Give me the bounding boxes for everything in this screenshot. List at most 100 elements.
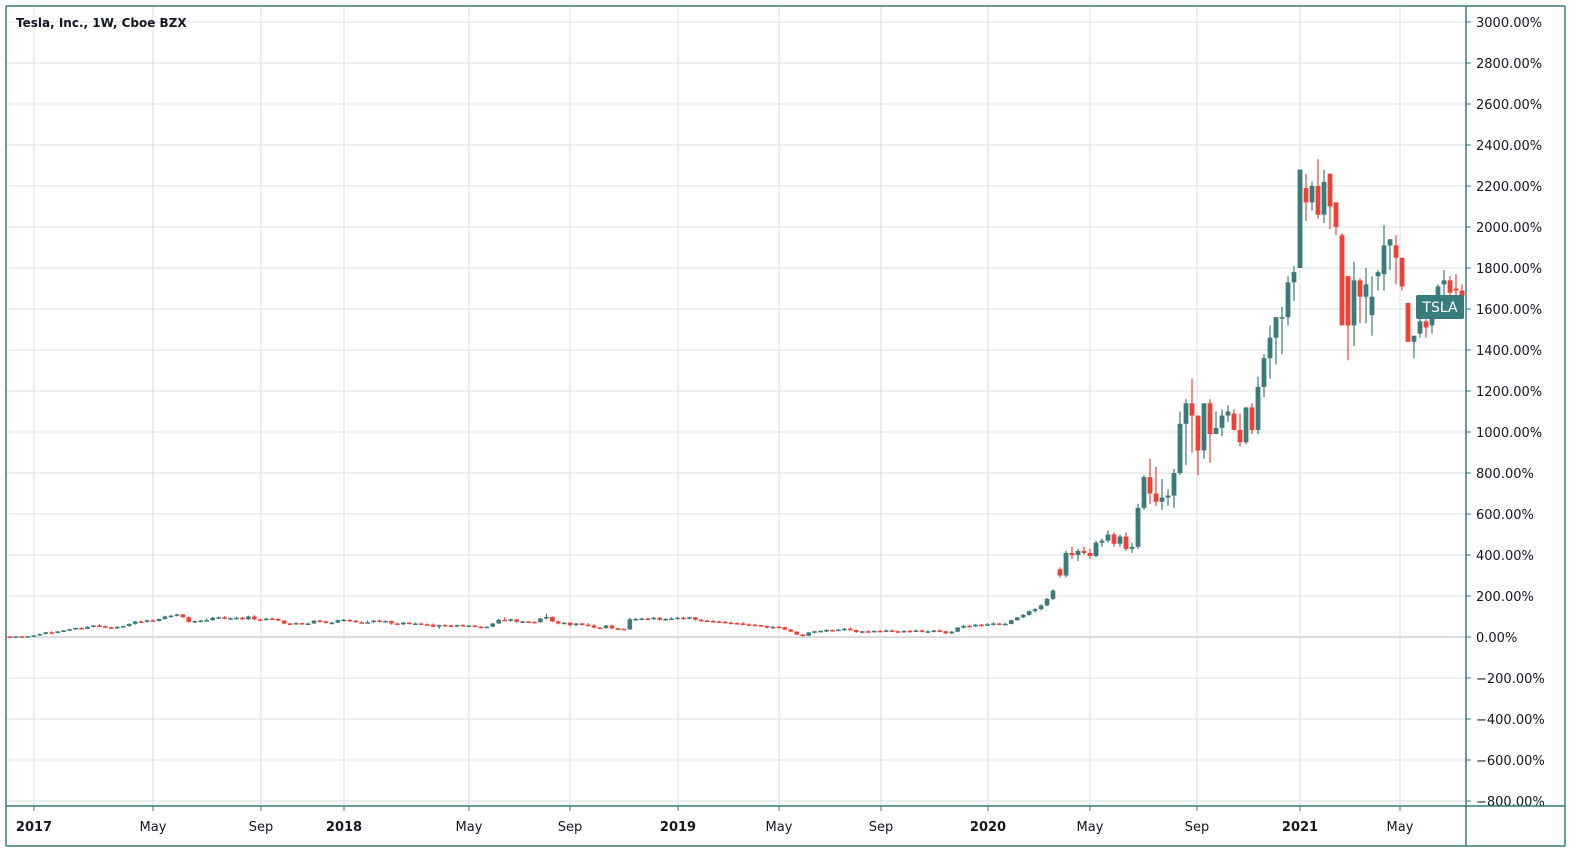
candle-body	[150, 620, 156, 622]
candle-body	[1255, 386, 1261, 430]
candle-body	[1309, 186, 1315, 203]
y-axis-label: 200.00%	[1476, 590, 1534, 605]
candle-body	[436, 625, 442, 627]
candle-body	[901, 630, 907, 633]
candle-body	[347, 619, 353, 622]
candle-body	[305, 623, 311, 625]
candle-body	[1279, 317, 1285, 319]
candle-body	[37, 633, 43, 636]
y-axis-label: 1000.00%	[1476, 426, 1542, 441]
y-axis-label: 1200.00%	[1476, 385, 1542, 400]
candle-body	[716, 621, 722, 623]
candle-body	[967, 625, 972, 628]
candle-body	[734, 623, 740, 625]
candle-body	[1075, 550, 1081, 555]
candle-body	[550, 616, 555, 622]
candle-body	[13, 636, 19, 638]
y-axis-label: 600.00%	[1476, 508, 1534, 523]
candle-body	[335, 620, 341, 623]
y-axis-label: 2000.00%	[1476, 221, 1542, 236]
candle-body	[1447, 280, 1453, 293]
candle-body	[556, 621, 561, 624]
candle-body	[681, 617, 686, 620]
candle-body	[567, 622, 573, 626]
candle-body	[1453, 288, 1459, 291]
x-axis-label: Sep	[558, 820, 583, 835]
candle-body	[854, 630, 859, 633]
candle-body	[758, 625, 764, 627]
candle-body	[114, 626, 120, 629]
candle-body	[740, 623, 746, 625]
candle-body	[198, 620, 204, 623]
candle-body	[561, 622, 567, 625]
candle-body	[1153, 493, 1159, 502]
candle-body	[401, 622, 406, 625]
candle-body	[19, 636, 25, 638]
candle-body	[591, 625, 597, 628]
candle-body	[126, 623, 132, 627]
x-axis-label: Sep	[1185, 820, 1210, 835]
candle-body	[1135, 507, 1141, 547]
candle-body	[746, 624, 752, 626]
candle-body	[1315, 186, 1321, 215]
candle-body	[1044, 598, 1050, 606]
candle-body	[508, 619, 513, 621]
candle-body	[103, 626, 108, 628]
candle-body	[824, 630, 829, 632]
candle-body	[1177, 423, 1183, 473]
candle-body	[1189, 403, 1195, 416]
candle-body	[532, 621, 537, 624]
y-axis-label: 400.00%	[1476, 549, 1534, 564]
candle-body	[25, 636, 31, 638]
candle-body	[1243, 407, 1249, 443]
candle-body	[234, 617, 239, 620]
candle-body	[454, 625, 460, 627]
candle-body	[883, 630, 889, 632]
candle-body	[794, 631, 800, 635]
candle-body	[1387, 239, 1393, 246]
candle-body	[162, 616, 168, 619]
candle-body	[1267, 337, 1273, 359]
candle-body	[675, 617, 680, 620]
candle-body	[538, 618, 543, 623]
candle-body	[1207, 403, 1213, 435]
candle-body	[895, 631, 901, 633]
candle-body	[258, 619, 263, 621]
candle-body	[865, 631, 871, 633]
candle-body	[836, 629, 841, 632]
candle-body	[1003, 623, 1008, 626]
x-axis-label: 2017	[16, 820, 52, 835]
x-axis-label: May	[1077, 820, 1104, 835]
candle-body	[7, 636, 13, 639]
candle-body	[240, 617, 245, 620]
candle-body	[1225, 411, 1231, 416]
candlesticks	[7, 159, 1465, 639]
candle-body	[484, 626, 490, 629]
candle-body	[222, 617, 227, 619]
x-axis-label: May	[140, 820, 167, 835]
candle-body	[144, 620, 150, 622]
candle-body	[1123, 536, 1129, 549]
x-axis-label: 2019	[660, 820, 696, 835]
candle-body	[1327, 173, 1333, 207]
candle-body	[31, 635, 37, 637]
y-axis-label: 3000.00%	[1476, 16, 1542, 31]
candle-body	[1237, 429, 1243, 443]
candle-body	[1363, 284, 1369, 297]
candle-body	[1393, 245, 1399, 258]
candle-body	[1249, 407, 1255, 430]
series-label-badge[interactable]	[1416, 295, 1464, 319]
candle-body	[1423, 321, 1429, 328]
candle-body	[699, 619, 704, 622]
candle-body	[1273, 317, 1279, 338]
candle-body	[97, 625, 102, 628]
candle-body	[526, 621, 531, 623]
candle-body	[812, 631, 817, 633]
y-axis-label: 1400.00%	[1476, 344, 1542, 359]
candle-body	[573, 623, 579, 626]
candle-body	[1261, 358, 1267, 387]
candle-body	[1231, 413, 1237, 430]
candle-body	[389, 621, 394, 624]
candle-body	[1381, 245, 1387, 275]
